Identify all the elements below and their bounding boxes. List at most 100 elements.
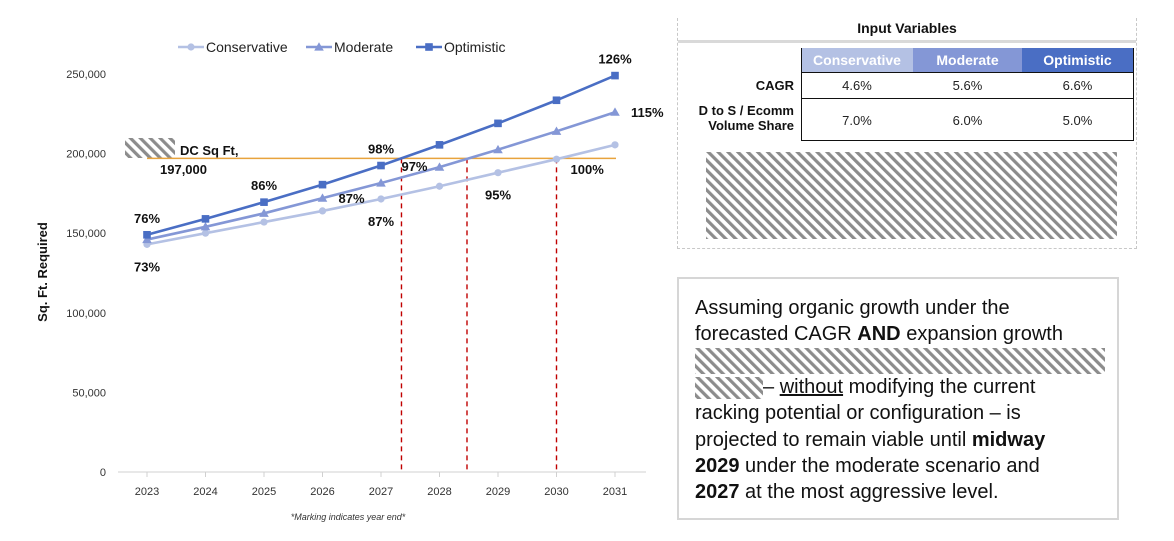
- y-axis-label: Sq. Ft. Required: [35, 222, 50, 322]
- chart-annotations: 76% 73% 86% 87% 98% 87% 97% 95% 100% 115% 126%: [134, 52, 664, 275]
- note-bold: 2027: [695, 481, 740, 504]
- x-tick-label: 2028: [427, 486, 451, 498]
- data-point: [494, 169, 502, 177]
- legend-item-conservative: Conservative: [178, 39, 288, 55]
- row-label-line: Volume Share: [708, 118, 794, 133]
- column-header-optimistic: Optimistic: [1022, 48, 1133, 72]
- chart-legend: Conservative Moderate Optimistic: [178, 39, 505, 55]
- note-bold: AND: [857, 323, 901, 346]
- x-axis: 2023 2024 2025 2026 2027 2028 2029 2030 2031: [135, 472, 627, 498]
- y-tick-label: 100,000: [66, 308, 106, 320]
- note-span: at the most aggressive level.: [739, 481, 999, 504]
- data-point: [201, 229, 210, 237]
- note-span: under the moderate scenario and: [739, 455, 1040, 478]
- table-rule: [801, 98, 1134, 99]
- chart-series: [142, 71, 620, 248]
- row-label-line: D to S / Ecomm: [698, 103, 794, 118]
- y-tick-label: 250,000: [66, 69, 106, 81]
- threshold-lines: [400, 158, 558, 472]
- column-header-moderate: Moderate: [913, 48, 1022, 72]
- data-point: [435, 141, 444, 149]
- reference-label: DC Sq Ft,: [180, 143, 239, 158]
- projection-line-chart: Conservative Moderate Optimistic 0 50,000 10…: [35, 39, 664, 522]
- data-label: 87%: [368, 214, 394, 229]
- data-point: [142, 234, 152, 244]
- series-line: [146, 143, 616, 246]
- panel-divider: [678, 40, 1136, 43]
- cagr-optimistic: 6.6%: [1062, 78, 1093, 93]
- note-span: expansion growth: [900, 323, 1063, 346]
- note-line: – without modifying the current: [695, 374, 1107, 400]
- data-point: [611, 141, 619, 149]
- x-tick-label: 2025: [252, 486, 276, 498]
- y-tick-label: 0: [100, 467, 106, 479]
- data-point: [493, 144, 503, 154]
- x-tick-label: 2030: [544, 486, 568, 498]
- share-moderate: 6.0%: [952, 113, 983, 128]
- legend-item-moderate: Moderate: [306, 39, 393, 55]
- data-point: [551, 126, 562, 135]
- legend-item-optimistic: Optimistic: [416, 39, 505, 55]
- series-conservative: [143, 141, 619, 248]
- row-label-volume-share: D to S / Ecomm Volume Share: [678, 103, 794, 133]
- data-point: [143, 230, 151, 239]
- note-underlined: without: [779, 375, 844, 398]
- data-point: [425, 43, 433, 51]
- series-optimistic: [143, 71, 619, 239]
- share-optimistic: 5.0%: [1062, 113, 1093, 128]
- data-point: [259, 208, 269, 217]
- data-point: [435, 182, 444, 190]
- table-rule: [801, 48, 802, 140]
- data-point: [187, 43, 195, 51]
- data-point: [318, 180, 327, 189]
- redacted-hatch: [695, 376, 763, 399]
- input-variables-panel: Input Variables Conservative Moderate Op…: [677, 18, 1137, 249]
- x-tick-label: 2024: [193, 486, 217, 498]
- data-point: [611, 71, 619, 80]
- note-line-redacted: [695, 347, 1107, 374]
- data-point: [260, 218, 268, 226]
- redacted-hatch: [706, 152, 1117, 239]
- legend-label: Conservative: [206, 39, 288, 55]
- cagr-moderate: 5.6%: [952, 78, 983, 93]
- note-span: modifying the current: [843, 375, 1036, 398]
- data-point: [377, 195, 385, 203]
- note-bold: 2029: [695, 455, 740, 478]
- legend-label: Optimistic: [444, 39, 505, 55]
- x-tick-label: 2023: [135, 486, 159, 498]
- note-span: –: [763, 375, 780, 398]
- note-line: projected to remain viable until midway: [695, 427, 1107, 453]
- table-rule: [1133, 48, 1134, 140]
- data-point: [318, 207, 327, 215]
- data-point: [260, 198, 268, 206]
- legend-label: Moderate: [334, 39, 393, 55]
- data-point: [201, 215, 210, 223]
- note-span: projected to remain viable until: [695, 428, 972, 451]
- data-point: [317, 193, 328, 202]
- data-point: [552, 96, 561, 105]
- data-label: 87%: [339, 191, 365, 206]
- x-tick-label: 2026: [310, 486, 334, 498]
- data-point: [376, 178, 386, 187]
- chart-footnote: *Marking indicates year end*: [291, 512, 406, 522]
- x-tick-label: 2029: [486, 486, 510, 498]
- share-conservative: 7.0%: [842, 113, 872, 128]
- data-point: [314, 42, 324, 51]
- table-rule: [801, 140, 1134, 141]
- data-point: [610, 107, 620, 116]
- series-moderate: [142, 107, 620, 244]
- panel-title: Input Variables: [857, 20, 957, 36]
- data-point: [552, 155, 561, 163]
- data-label: 86%: [251, 178, 277, 193]
- data-point: [434, 162, 445, 171]
- x-tick-label: 2031: [603, 486, 627, 498]
- note-line: Assuming organic growth under the: [695, 297, 1010, 319]
- y-tick-label: 50,000: [72, 387, 106, 399]
- note-line: 2027 at the most aggressive level.: [695, 479, 1107, 505]
- note-bold: midway: [971, 428, 1046, 451]
- data-point: [494, 119, 502, 128]
- column-header-conservative: Conservative: [801, 48, 913, 72]
- data-label: 100%: [571, 162, 605, 177]
- table-rule: [801, 72, 1134, 73]
- row-label-cagr: CAGR: [755, 78, 794, 93]
